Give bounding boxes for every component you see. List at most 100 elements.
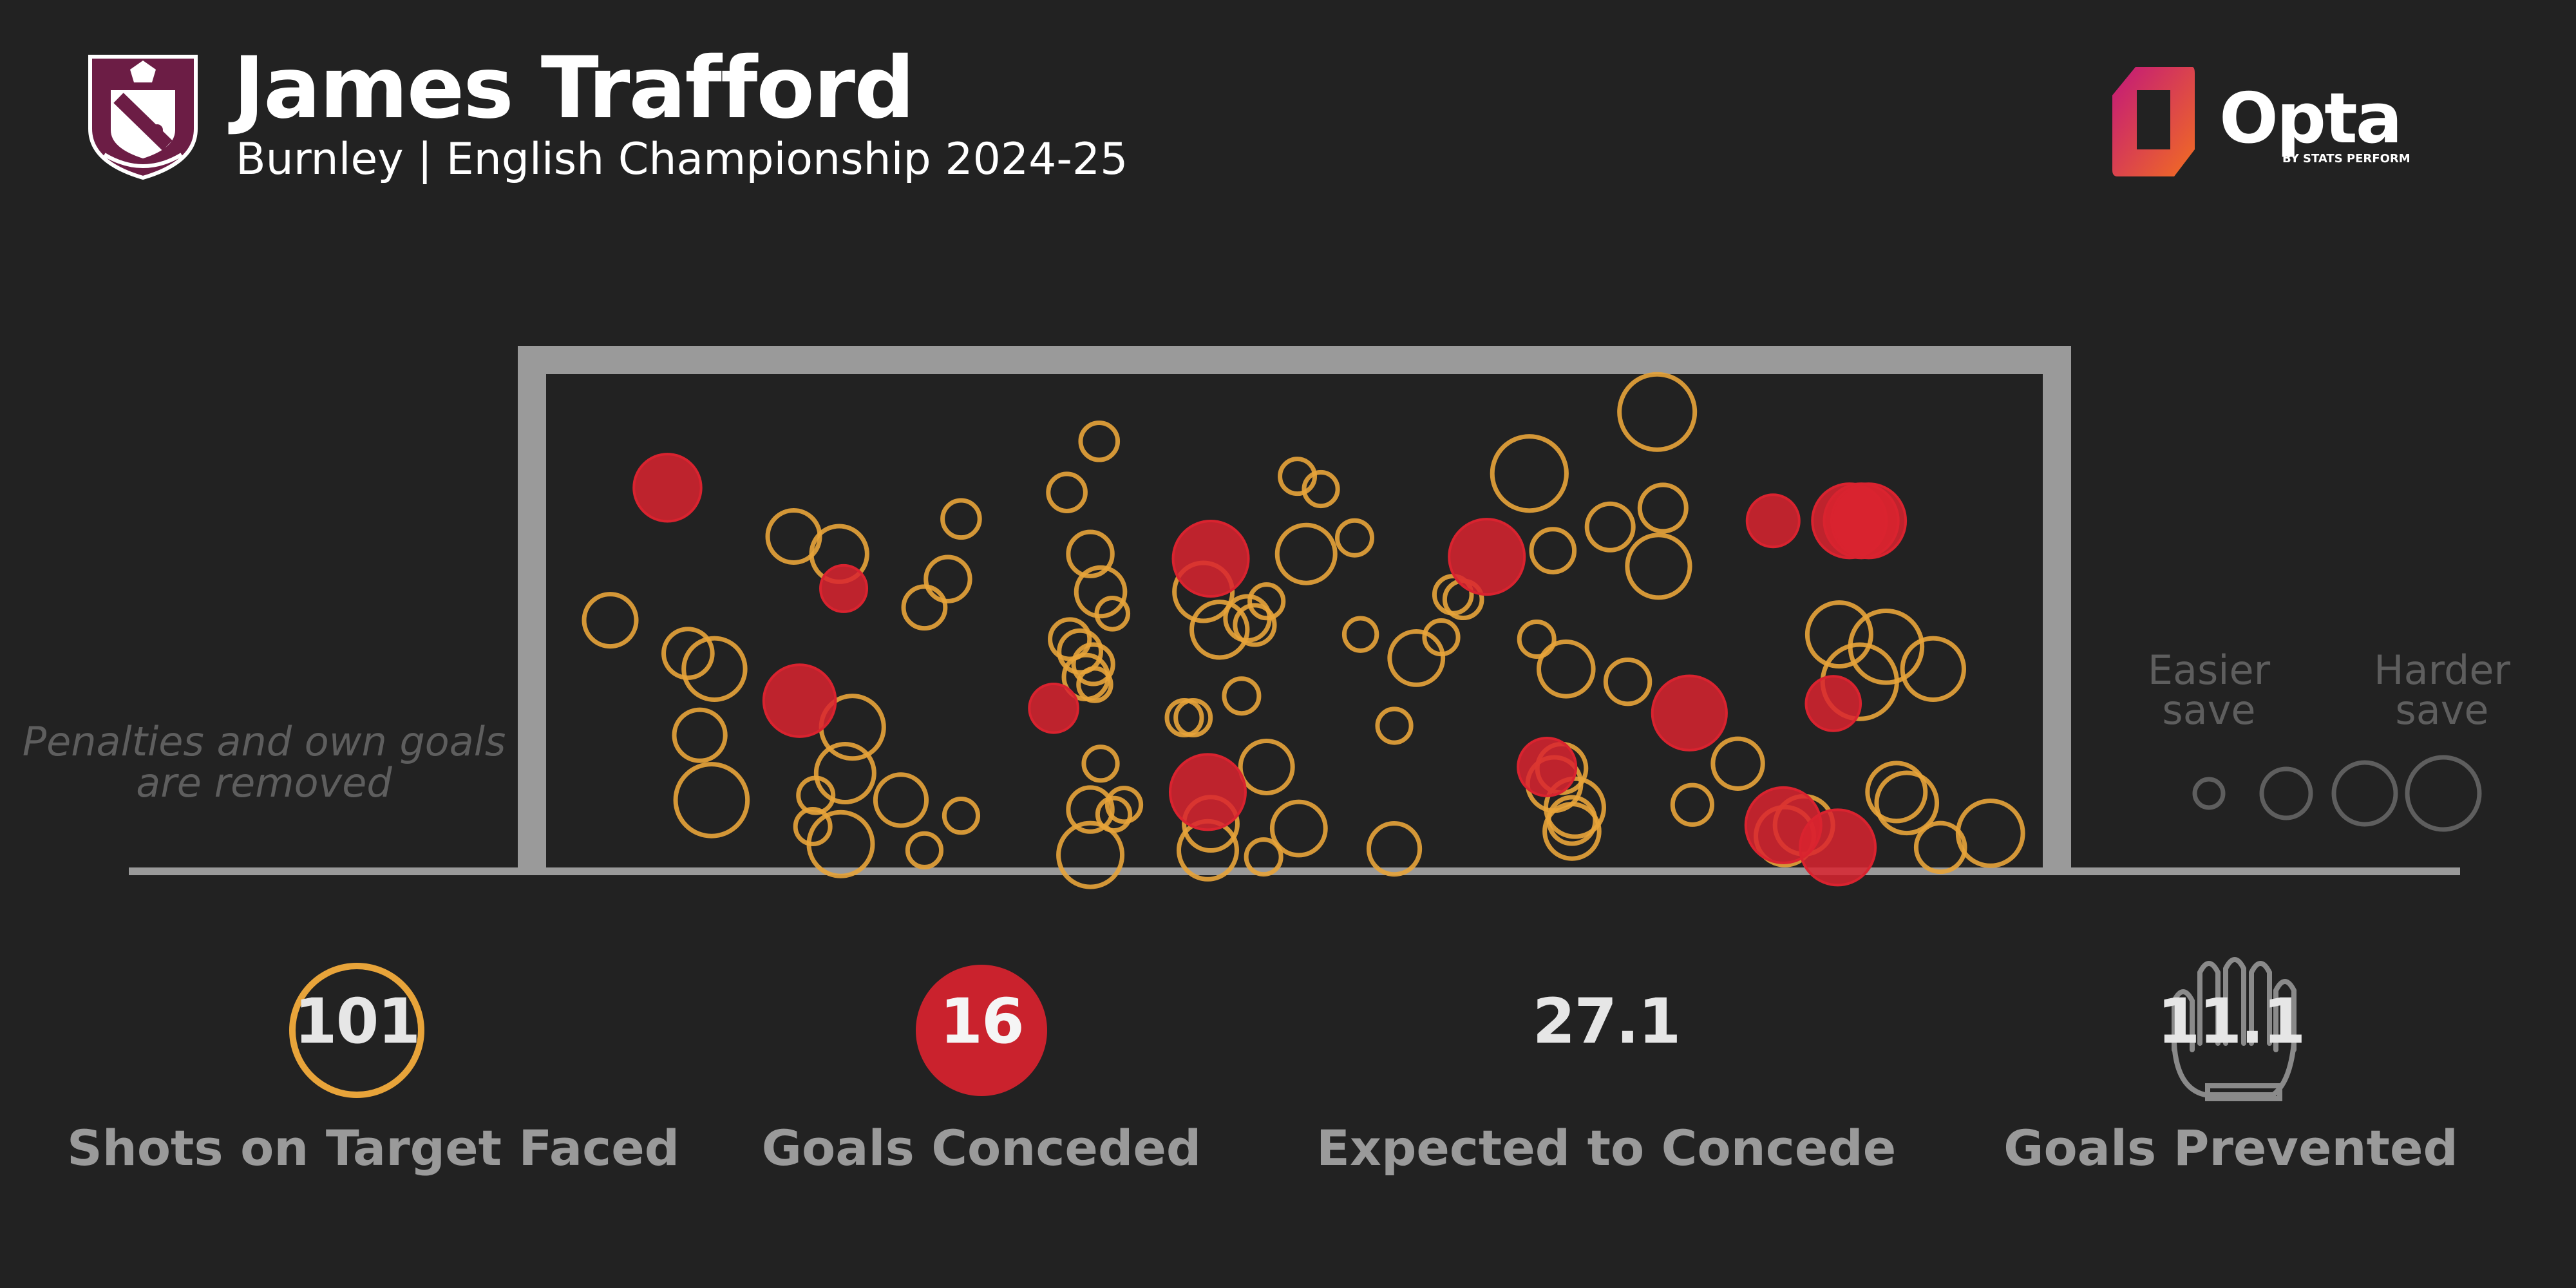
legend-easier-label: Easier save <box>2147 647 2271 734</box>
saved-shot-point <box>1274 522 1338 585</box>
stat-expected-concede-label: Expected to Concede <box>1316 1119 1897 1177</box>
opta-logo: Opta BY STATS PERFORM <box>2110 67 2432 176</box>
saved-shot-point <box>673 762 750 838</box>
saved-shot-point <box>1490 434 1569 513</box>
goal-conceded-point <box>819 564 869 613</box>
saved-shot-point <box>1617 372 1698 452</box>
saved-shot-point <box>1334 518 1374 558</box>
saved-shot-point <box>1078 420 1121 462</box>
saved-shot-point <box>1081 744 1120 783</box>
saved-shot-point <box>1529 527 1577 574</box>
saved-shot-point <box>681 636 748 702</box>
glove-finger <box>2273 979 2297 1052</box>
saved-shot-point <box>1603 657 1653 706</box>
burnley-crest-icon <box>88 55 198 180</box>
goal-conceded-point <box>1028 683 1079 734</box>
goalkeeper-glove-icon <box>2172 957 2297 1101</box>
saved-shot-point <box>1422 618 1461 657</box>
glove-finger <box>2172 989 2195 1052</box>
glove-finger <box>2223 957 2246 1046</box>
saved-shot-point <box>1094 596 1131 632</box>
goal-conceded-point <box>1168 753 1247 831</box>
exclusion-note: Penalties and own goals are removed <box>22 718 506 806</box>
saved-shot-point <box>1046 471 1088 513</box>
player-name: James Trafford <box>233 39 915 138</box>
goal-conceded-point <box>762 663 837 738</box>
saved-shot-point <box>813 741 876 804</box>
difficulty-legend <box>2192 755 2482 832</box>
goal-conceded-point <box>1517 736 1578 797</box>
saved-shot-point <box>1804 600 1873 669</box>
goal-posts-and-crossbar <box>518 346 2071 871</box>
saved-shot-point <box>873 772 929 828</box>
stat-goals-prevented-label: Goals Prevented <box>2003 1119 2458 1177</box>
saved-shot-point <box>1056 820 1125 889</box>
saved-shot-point <box>1048 617 1092 661</box>
saved-shot-point <box>661 627 715 680</box>
stat-goals-conceded-label: Goals Conceded <box>761 1119 1202 1177</box>
saved-shot-point <box>1302 469 1340 509</box>
saved-shot-point <box>1066 529 1115 578</box>
saved-shot-point <box>1269 799 1328 858</box>
saved-shot-point <box>1913 820 1967 875</box>
legend-size-circle <box>2192 777 2226 810</box>
saved-shot-point <box>1517 619 1557 659</box>
saved-shot-point <box>1900 636 1967 702</box>
stat-goals-prevented: 11.1 Goals Prevented <box>1941 953 2521 1185</box>
glove-finger <box>2197 961 2221 1046</box>
stat-expected-concede: 27.1 Expected to Concede <box>1316 953 1896 1185</box>
stat-shots-faced-value: 101 <box>294 985 421 1057</box>
saved-shot-point <box>1074 565 1128 619</box>
saved-shot-point <box>672 707 728 763</box>
saved-shot-point <box>1584 501 1636 553</box>
goal-conceded-point <box>1804 675 1862 732</box>
saved-shot-point <box>1637 482 1689 534</box>
legend-size-circle <box>2331 760 2398 827</box>
saved-shot-point <box>793 807 833 847</box>
legend-size-circle <box>2259 766 2313 820</box>
saved-shot-point <box>1955 798 2025 868</box>
stat-badges <box>289 957 2297 1101</box>
goal-conceded-point <box>1448 518 1526 596</box>
stat-expected-concede-value: 27.1 <box>1532 985 1681 1057</box>
saved-shot-point <box>1625 533 1692 600</box>
goal-frame <box>129 346 2460 875</box>
saved-shot-point <box>923 554 972 603</box>
saved-shot-point <box>1104 786 1144 824</box>
opta-logo-icon <box>2112 67 2195 176</box>
saved-shot-point <box>1244 837 1283 877</box>
stat-goals-conceded-value: 16 <box>940 985 1025 1057</box>
opta-tagline: BY STATS PERFORM <box>2282 152 2410 166</box>
goal-conceded-point <box>1745 493 1801 549</box>
shots-layer <box>582 372 2025 889</box>
saved-shot-point <box>1341 616 1379 653</box>
saved-shot-point <box>1066 785 1115 834</box>
saved-shot-point <box>1189 600 1250 660</box>
saved-shot-point <box>1542 802 1602 861</box>
saved-shot-point <box>582 592 639 649</box>
saved-shot-point <box>1076 666 1113 703</box>
goal-disc-icon <box>916 965 1047 1096</box>
stat-goals-prevented-value: 11.1 <box>2157 985 2306 1057</box>
saved-shot-point <box>901 584 948 631</box>
saved-shot-point <box>1375 706 1414 745</box>
stat-shots-faced: 101 Shots on Target Faced <box>67 953 680 1185</box>
saved-shot-point <box>1874 770 1940 836</box>
saved-shot-point <box>1865 761 1928 824</box>
goal-conceded-point <box>1171 520 1250 598</box>
saved-ring-icon <box>289 963 424 1098</box>
saved-shot-point <box>942 797 981 835</box>
saved-shot-point <box>1710 736 1765 791</box>
saved-shot-point <box>1278 457 1318 497</box>
goal-conceded-point <box>632 453 703 523</box>
saved-shot-point <box>1366 820 1423 877</box>
goal-conceded-point <box>1830 482 1908 560</box>
goal-conceded-point <box>1651 674 1728 752</box>
stat-shots-faced-label: Shots on Target Faced <box>67 1119 680 1177</box>
saved-shot-point <box>806 810 875 878</box>
chart-subtitle: Burnley | English Championship 2024-25 <box>236 134 1128 185</box>
saved-shot-point <box>1173 698 1213 737</box>
opta-wordmark: Opta <box>2219 79 2403 159</box>
saved-shot-point <box>1071 642 1115 687</box>
saved-shot-point <box>1247 582 1286 621</box>
